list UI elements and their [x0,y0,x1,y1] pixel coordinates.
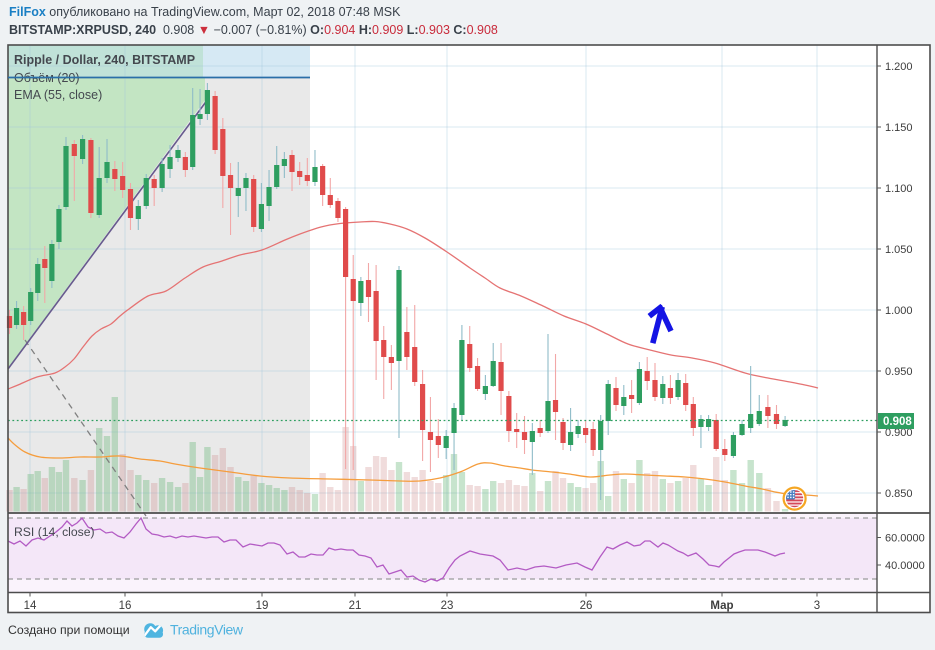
svg-text:26: 26 [580,600,593,612]
svg-text:0.950: 0.950 [885,366,913,378]
svg-text:RSI (14, close): RSI (14, close) [14,525,95,539]
svg-text:0.908: 0.908 [883,416,912,428]
svg-text:TradingView: TradingView [170,622,244,638]
svg-text:1.200: 1.200 [885,61,913,73]
svg-text:Мар: Мар [710,600,733,612]
svg-text:0.900: 0.900 [885,427,913,439]
svg-text:60.0000: 60.0000 [885,533,925,545]
svg-text:19: 19 [256,600,269,612]
svg-text:1.150: 1.150 [885,122,913,134]
svg-text:0.850: 0.850 [885,488,913,500]
svg-text:14: 14 [24,600,37,612]
svg-text:21: 21 [349,600,362,612]
svg-text:Создано при помощи: Создано при помощи [8,623,130,637]
svg-text:16: 16 [119,600,132,612]
svg-text:1.100: 1.100 [885,183,913,195]
svg-text:Ripple / Dollar, 240, BITSTAMP: Ripple / Dollar, 240, BITSTAMP [14,53,195,67]
svg-text:3: 3 [814,600,820,612]
svg-text:1.050: 1.050 [885,244,913,256]
svg-text:23: 23 [441,600,454,612]
svg-text:EMA (55, close): EMA (55, close) [14,88,102,102]
svg-text:40.0000: 40.0000 [885,560,925,572]
svg-text:1.000: 1.000 [885,305,913,317]
